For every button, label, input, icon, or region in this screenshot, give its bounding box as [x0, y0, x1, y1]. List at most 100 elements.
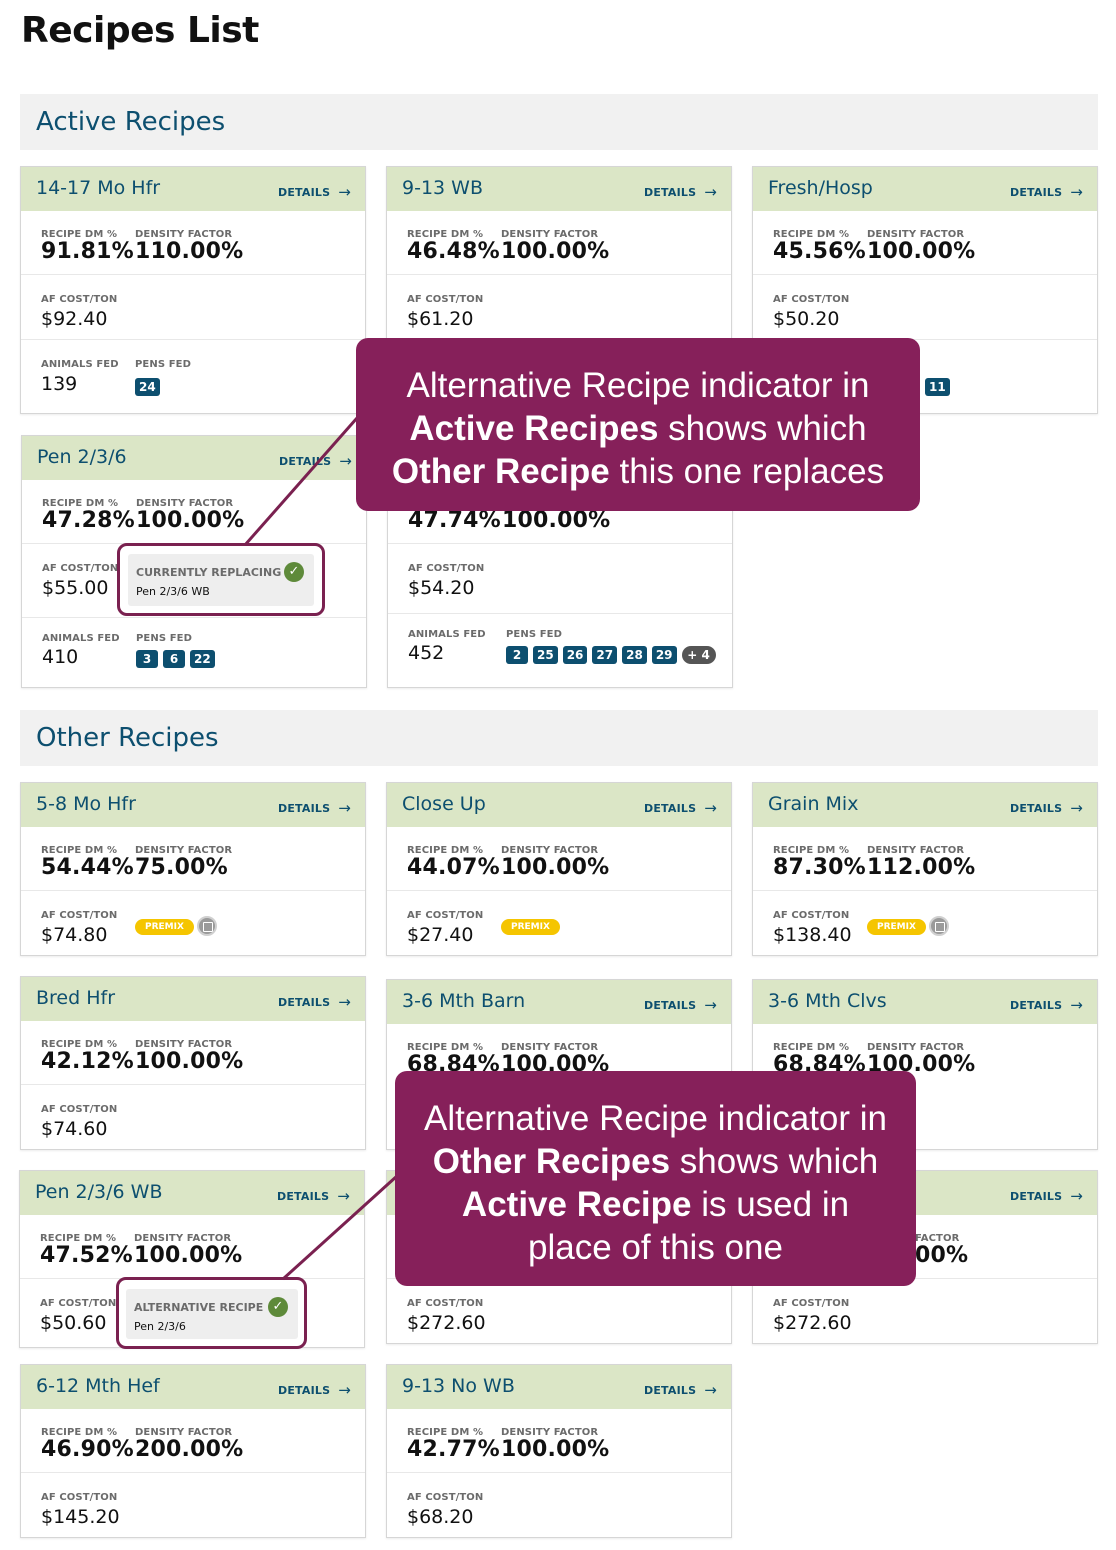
recipe-name: 14-17 Mo Hfr: [36, 177, 161, 199]
details-link[interactable]: DETAILS →: [643, 1381, 717, 1399]
recipe-name: Pen 2/3/6: [37, 446, 127, 468]
details-link[interactable]: DETAILS →: [277, 799, 351, 817]
density-factor-label: DENSITY FACTOR: [134, 1233, 232, 1244]
arrow-right-icon: →: [1070, 183, 1083, 201]
density-factor-value: 100.00%: [501, 855, 610, 880]
highlight-currently-replacing: [117, 543, 325, 616]
details-link[interactable]: DETAILS →: [276, 1187, 350, 1205]
pen-badge[interactable]: 28: [622, 646, 647, 664]
recipe-dm-label: RECIPE DM %: [40, 1233, 117, 1244]
alternative-recipe-value[interactable]: Pen 2/3/6: [134, 1320, 186, 1333]
recipe-dm-value: 54.44%: [41, 855, 134, 880]
details-link[interactable]: DETAILS →: [277, 1381, 351, 1399]
density-factor-label: DENSITY FACTOR: [501, 229, 599, 240]
recipe-name: 9-13 WB: [402, 177, 483, 199]
card-header: Pen 2/3/6 WB DETAILS →: [20, 1171, 364, 1215]
pen-badge[interactable]: 22: [190, 650, 215, 668]
recipe-card[interactable]: 5-8 Mo Hfr DETAILS → RECIPE DM % DENSITY …: [20, 782, 366, 956]
premix-badge: PREMIX: [501, 919, 560, 935]
card-header: 5-8 Mo Hfr DETAILS →: [21, 783, 365, 827]
af-cost-label: AF COST/TON: [42, 563, 119, 574]
af-cost-label: AF COST/TON: [40, 1298, 117, 1309]
currently-replacing-value[interactable]: Pen 2/3/6 WB: [136, 585, 210, 598]
details-link[interactable]: DETAILS →: [1009, 996, 1083, 1014]
card-header: 6-12 Mth Hef DETAILS →: [21, 1365, 365, 1409]
details-link[interactable]: DETAILS →: [1009, 1187, 1083, 1205]
recipe-card[interactable]: Bred Hfr DETAILS → RECIPE DM % DENSITY FA…: [20, 976, 366, 1150]
recipe-dm-label: RECIPE DM %: [41, 1039, 118, 1050]
pen-badge[interactable]: 3: [136, 650, 158, 668]
more-pens-badge[interactable]: + 4: [681, 646, 716, 664]
pen-badge[interactable]: 11: [925, 378, 950, 396]
af-cost-value: $27.40: [407, 924, 474, 946]
arrow-right-icon: →: [704, 996, 717, 1014]
arrow-right-icon: →: [704, 1381, 717, 1399]
af-cost-value: $68.20: [407, 1506, 474, 1528]
pen-badge[interactable]: 2: [506, 646, 528, 664]
arrow-right-icon: →: [1070, 996, 1083, 1014]
recipe-dm-label: RECIPE DM %: [41, 1427, 118, 1438]
alternative-recipe-label: ALTERNATIVE RECIPE: [134, 1301, 264, 1314]
details-link[interactable]: DETAILS →: [643, 183, 717, 201]
density-factor-value: 200.00%: [135, 1437, 244, 1462]
pen-badge[interactable]: 26: [562, 646, 588, 664]
recipe-dm-value: 42.12%: [41, 1049, 134, 1074]
arrow-right-icon: →: [338, 799, 351, 817]
af-cost-label: AF COST/TON: [41, 910, 118, 921]
arrow-right-icon: →: [704, 183, 717, 201]
details-link[interactable]: DETAILS →: [1009, 799, 1083, 817]
recipe-dm-value: 47.28%: [42, 508, 135, 533]
arrow-right-icon: →: [1070, 799, 1083, 817]
recipe-card[interactable]: 6-12 Mth Hef DETAILS → RECIPE DM % DENSIT…: [20, 1364, 366, 1538]
density-factor-label: DENSITY FACTOR: [135, 1427, 233, 1438]
pen-badge[interactable]: 6: [163, 650, 185, 668]
arrow-right-icon: →: [1070, 1187, 1083, 1205]
af-cost-value: $74.80: [41, 924, 108, 946]
density-factor-label: DENSITY FACTOR: [501, 1042, 599, 1053]
af-cost-value: $74.60: [41, 1118, 108, 1140]
recipe-card[interactable]: 14-17 Mo Hfr DETAILS → RECIPE DM % DENSIT…: [20, 166, 366, 414]
arrow-right-icon: →: [338, 1381, 351, 1399]
premix-badge: PREMIX: [867, 919, 926, 935]
card-header: 9-13 WB DETAILS →: [387, 167, 731, 211]
density-factor-value: 100.00%: [867, 239, 976, 264]
details-link[interactable]: DETAILS →: [277, 183, 351, 201]
recipe-dm-label: RECIPE DM %: [773, 1042, 850, 1053]
card-header: Pen 2/3/6 DETAILS →: [22, 436, 366, 480]
check-circle-icon: ✓: [268, 1297, 288, 1317]
details-link[interactable]: DETAILS →: [278, 452, 352, 470]
density-factor-value: 110.00%: [135, 239, 244, 264]
section-header-other: Other Recipes: [20, 710, 1098, 766]
recipe-dm-value: 47.52%: [40, 1243, 133, 1268]
callout-active-recipes: Alternative Recipe indicator in Active R…: [356, 338, 920, 511]
density-factor-label: DENSITY FACTOR: [135, 1039, 233, 1050]
recipe-info-icon[interactable]: [929, 916, 949, 936]
af-cost-value: $50.60: [40, 1312, 107, 1334]
density-factor-label: DENSITY FACTOR: [501, 845, 599, 856]
recipe-card[interactable]: Grain Mix DETAILS → RECIPE DM % DENSITY F…: [752, 782, 1098, 956]
card-header: Close Up DETAILS →: [387, 783, 731, 827]
recipe-name: Bred Hfr: [36, 987, 116, 1009]
premix-badge: PREMIX: [135, 919, 194, 935]
section-title-active: Active Recipes: [36, 107, 226, 137]
af-cost-label: AF COST/TON: [41, 1492, 118, 1503]
callout-other-recipes: Alternative Recipe indicator in Other Re…: [395, 1071, 916, 1286]
details-link[interactable]: DETAILS →: [643, 996, 717, 1014]
details-link[interactable]: DETAILS →: [1009, 183, 1083, 201]
recipe-name: 9-13 No WB: [402, 1375, 515, 1397]
pens-fed-label: PENS FED: [506, 629, 562, 640]
recipe-info-icon[interactable]: [197, 916, 217, 936]
density-factor-value: 112.00%: [867, 855, 976, 880]
recipe-card[interactable]: Close Up DETAILS → RECIPE DM % DENSITY FA…: [386, 782, 732, 956]
af-cost-label: AF COST/TON: [407, 1492, 484, 1503]
pen-badge[interactable]: 24: [135, 378, 160, 396]
pen-badge[interactable]: 29: [651, 646, 677, 664]
details-link[interactable]: DETAILS →: [643, 799, 717, 817]
recipe-dm-value: 46.90%: [41, 1437, 134, 1462]
pen-badge[interactable]: 27: [592, 646, 618, 664]
pens-list: 2 25 26 27 28 29 + 4: [506, 646, 716, 664]
pen-badge[interactable]: 25: [533, 646, 558, 664]
recipe-card[interactable]: 9-13 No WB DETAILS → RECIPE DM % DENSITY …: [386, 1364, 732, 1538]
animals-fed-label: ANIMALS FED: [42, 633, 120, 644]
details-link[interactable]: DETAILS →: [277, 993, 351, 1011]
